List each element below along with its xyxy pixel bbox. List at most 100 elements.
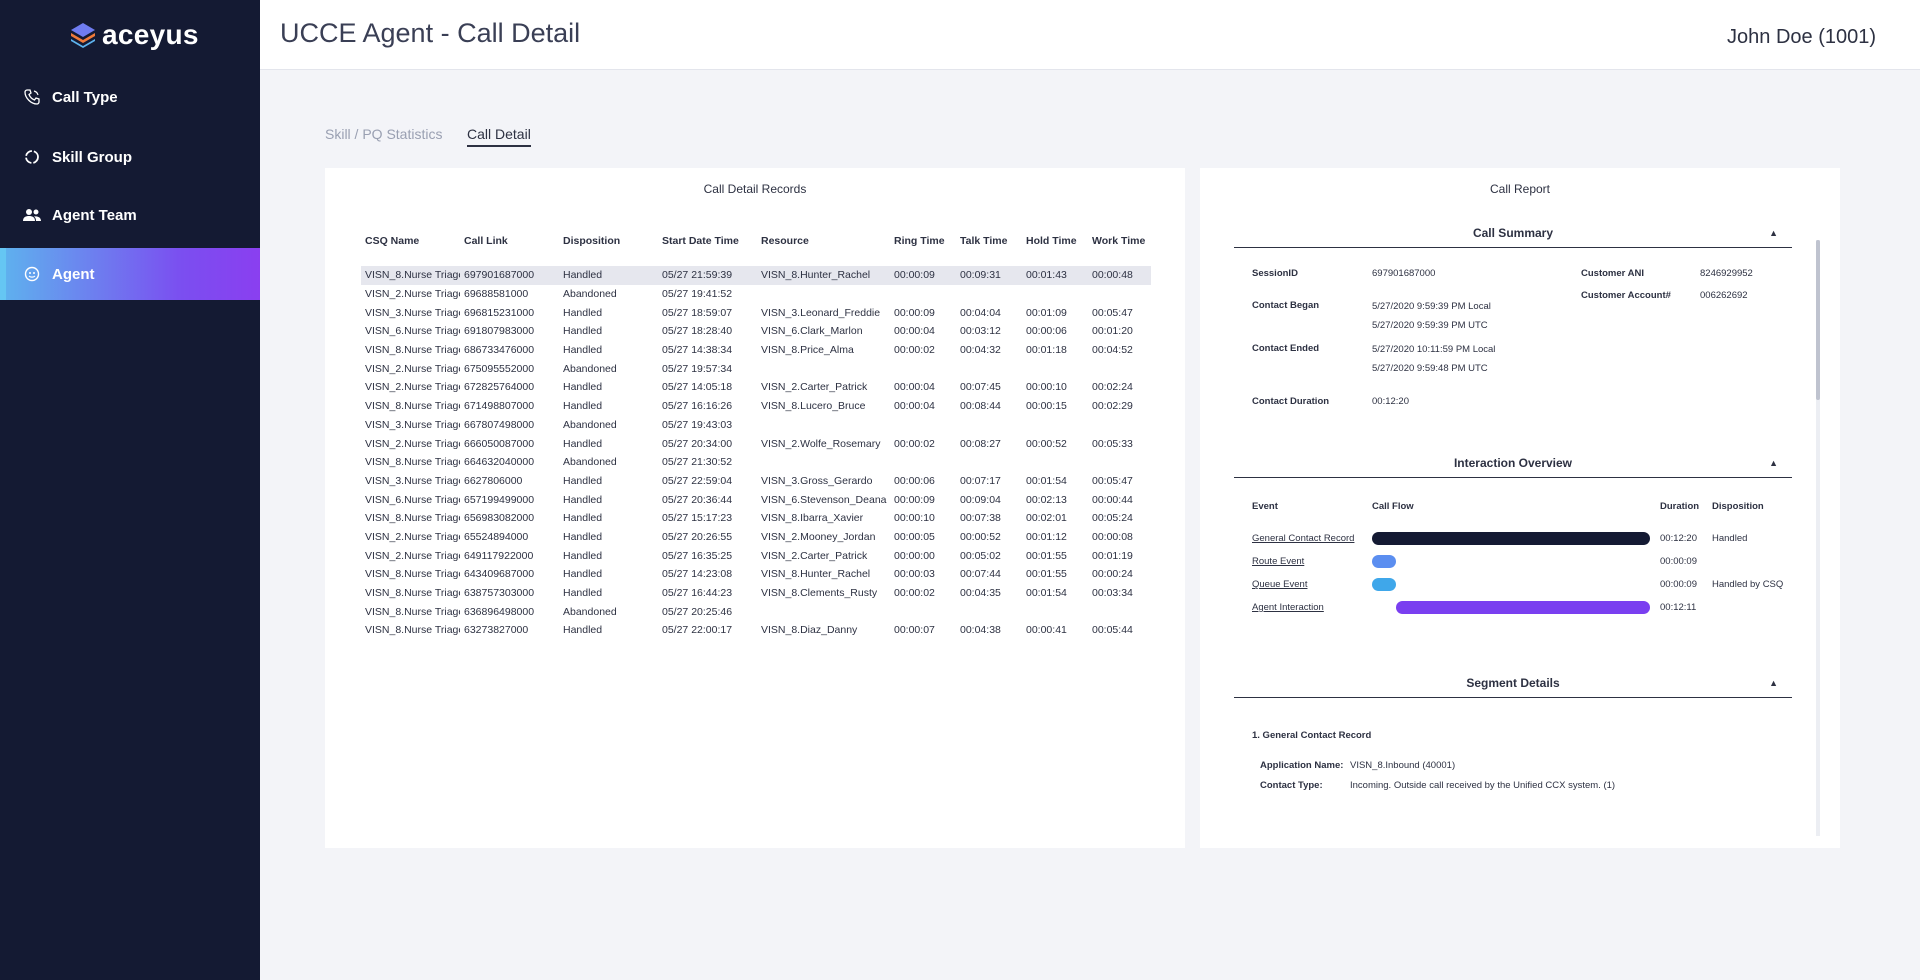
table-cell: 00:01:54 [1026, 474, 1067, 487]
table-cell: 05/27 15:17:23 [662, 512, 733, 525]
table-cell: VISN_8.Clements_Rusty [761, 587, 878, 600]
segment-details-section: Segment Details ▲ [1234, 676, 1792, 698]
column-header[interactable]: Start Date Time [662, 235, 739, 247]
column-header[interactable]: Ring Time [894, 235, 945, 247]
report-scrollbar-track[interactable] [1816, 240, 1820, 836]
table-cell: Handled [559, 266, 658, 285]
customer-account-value: 006262692 [1700, 290, 1748, 301]
table-row[interactable]: VISN_8.Nurse Triage 656983082000 Handled 05… [361, 509, 1151, 528]
table-cell [757, 453, 890, 472]
table-row[interactable]: VISN_6.Nurse Triage 691807983000 Handled 05… [361, 322, 1151, 341]
tab-skill-pq-statistics[interactable]: Skill / PQ Statistics [325, 126, 443, 142]
sidebar-item-agent-team[interactable]: Agent Team [0, 190, 260, 240]
table-cell: 05/27 21:59:39 [658, 266, 757, 285]
event-link-general-contact-record[interactable]: General Contact Record [1252, 533, 1355, 544]
table-cell [956, 416, 1022, 435]
user-name[interactable]: John Doe (1001) [1727, 26, 1876, 48]
table-row[interactable]: VISN_8.Nurse Triage 671498807000 Handled 05… [361, 397, 1151, 416]
table-cell: 671498807000 [464, 400, 535, 413]
collapse-caret-icon[interactable]: ▲ [1769, 228, 1778, 238]
table-row[interactable]: VISN_2.Nurse Triage 65524894000 Handled 05/… [361, 528, 1151, 547]
table-cell: 666050087000 [464, 437, 535, 450]
table-cell: 697901687000 [460, 266, 559, 285]
table-cell: Handled [563, 474, 603, 487]
table-cell: 657199499000 [464, 493, 535, 506]
table-cell: 00:00:06 [894, 474, 935, 487]
table-cell: 00:00:05 [894, 530, 935, 543]
event-link-agent-interaction[interactable]: Agent Interaction [1252, 602, 1324, 613]
table-cell: 00:05:47 [1092, 306, 1133, 319]
table-cell: 00:01:55 [1026, 568, 1067, 581]
table-cell: Handled [563, 400, 603, 413]
brand-logo[interactable]: aceyus [68, 18, 199, 52]
panel-title: Call Detail Records [703, 182, 807, 196]
contact-began-utc: 5/27/2020 9:59:39 PM UTC [1372, 320, 1488, 331]
table-row[interactable]: VISN_8.Nurse Triage 664632040000 Abandoned… [361, 453, 1151, 472]
report-scrollbar-thumb[interactable] [1816, 240, 1820, 400]
table-cell: 00:01:43 [1022, 266, 1088, 285]
table-row[interactable]: VISN_2.Nurse Triage 666050087000 Handled 05… [361, 434, 1151, 453]
table-cell [890, 453, 956, 472]
collapse-caret-icon[interactable]: ▲ [1769, 678, 1778, 688]
brand-name: aceyus [102, 19, 199, 50]
call-report-content: Call Summary ▲ SessionID 697901687000 Cu… [1234, 226, 1792, 830]
table-cell: 05/27 16:44:23 [662, 587, 733, 600]
call-summary-header[interactable]: Call Summary ▲ [1234, 226, 1792, 248]
table-cell [1088, 416, 1151, 435]
duration-column-header: Duration [1660, 501, 1700, 512]
column-header[interactable]: Resource [761, 235, 809, 247]
table-row[interactable]: VISN_8.Nurse Triage 636896498000 Abandoned… [361, 602, 1151, 621]
page-header: UCCE Agent - Call Detail John Doe (1001) [260, 0, 1920, 70]
disposition-column-header: Disposition [1712, 501, 1764, 512]
column-header[interactable]: Talk Time [960, 235, 1008, 247]
table-cell: VISN_6.Nurse Triage [365, 325, 460, 338]
table-row[interactable]: VISN_8.Nurse Triage 686733476000 Handled 05… [361, 341, 1151, 360]
table-row[interactable]: VISN_3.Nurse Triage 696815231000 Handled 05… [361, 303, 1151, 322]
interaction-overview-header[interactable]: Interaction Overview ▲ [1234, 456, 1792, 478]
collapse-caret-icon[interactable]: ▲ [1769, 458, 1778, 468]
table-row[interactable]: VISN_2.Nurse Triage 672825764000 Handled 05… [361, 378, 1151, 397]
call-flow-bar-general-contact-record [1372, 532, 1650, 545]
table-cell: 672825764000 [464, 381, 535, 394]
table-row[interactable]: VISN_8.Nurse Triage 63273827000 Handled 05/… [361, 621, 1151, 640]
segment-details-header[interactable]: Segment Details ▲ [1234, 676, 1792, 698]
table-cell: 00:00:48 [1088, 266, 1151, 285]
table-cell: 00:03:34 [1092, 587, 1133, 600]
table-row[interactable]: VISN_3.Nurse Triage 6627806000 Handled 05/2… [361, 472, 1151, 491]
table-row[interactable]: VISN_8.Nurse Triage 643409687000 Handled 05… [361, 565, 1151, 584]
column-header[interactable]: Call Link [464, 235, 508, 247]
table-cell: VISN_3.Nurse Triage [365, 474, 460, 487]
table-row[interactable]: VISN_8.Nurse Triage 697901687000 Handled 05… [361, 266, 1151, 285]
table-row[interactable]: VISN_3.Nurse Triage 667807498000 Abandoned… [361, 416, 1151, 435]
table-row[interactable]: VISN_2.Nurse Triage 649117922000 Handled 05… [361, 546, 1151, 565]
table-cell: 00:02:24 [1092, 381, 1133, 394]
sidebar-item-skill-group[interactable]: Skill Group [0, 132, 260, 182]
table-cell: 05/27 14:05:18 [662, 381, 733, 394]
table-cell: 05/27 20:36:44 [662, 493, 733, 506]
table-row[interactable]: VISN_2.Nurse Triage 69688581000 Abandoned 0… [361, 285, 1151, 304]
table-cell: VISN_2.Carter_Patrick [761, 549, 868, 562]
table-cell: 656983082000 [464, 512, 535, 525]
table-cell [1088, 602, 1151, 621]
interaction-overview-section: Interaction Overview ▲ [1234, 456, 1792, 478]
sidebar-item-agent[interactable]: Agent [0, 248, 260, 300]
event-link-queue-event[interactable]: Queue Event [1252, 579, 1308, 590]
table-row[interactable]: VISN_2.Nurse Triage 675095552000 Abandoned… [361, 359, 1151, 378]
contact-duration-label: Contact Duration [1252, 396, 1330, 407]
column-header[interactable]: CSQ Name [365, 235, 420, 247]
sidebar: aceyus Call Type Skill Group Agent Team … [0, 0, 260, 980]
column-header[interactable]: Disposition [563, 235, 621, 247]
table-cell: VISN_8.Nurse Triage [365, 456, 460, 469]
tab-call-detail[interactable]: Call Detail [467, 126, 531, 147]
table-cell: VISN_8.Nurse Triage [365, 400, 460, 413]
table-cell: 05/27 19:43:03 [662, 418, 733, 431]
sidebar-item-label: Agent Team [52, 206, 137, 224]
table-row[interactable]: VISN_6.Nurse Triage 657199499000 Handled 05… [361, 490, 1151, 509]
table-cell [956, 602, 1022, 621]
sidebar-item-call-type[interactable]: Call Type [0, 72, 260, 122]
column-header[interactable]: Hold Time [1026, 235, 1077, 247]
table-row[interactable]: VISN_8.Nurse Triage 638757303000 Handled 05… [361, 584, 1151, 603]
event-link-route-event[interactable]: Route Event [1252, 556, 1305, 567]
table-cell: 686733476000 [464, 344, 535, 357]
column-header[interactable]: Work Time [1092, 235, 1146, 247]
